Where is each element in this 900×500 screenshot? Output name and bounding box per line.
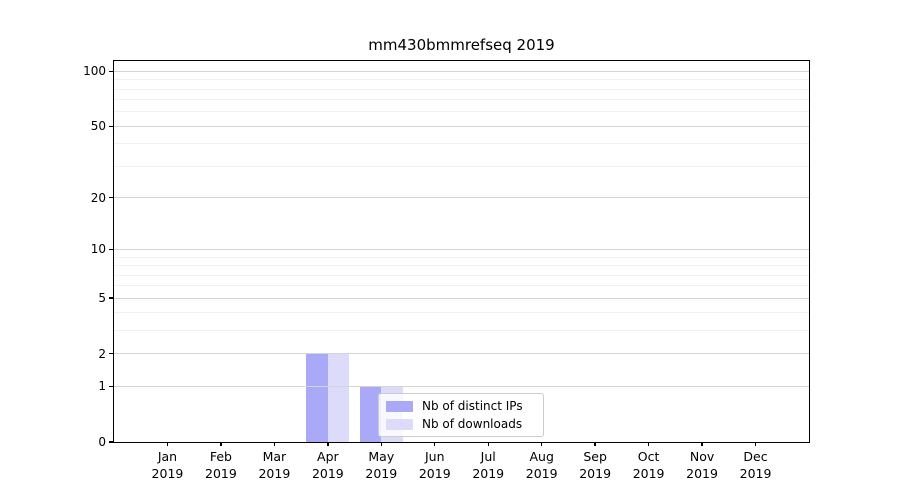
legend-label-distinct-ips: Nb of distinct IPs [422,399,523,413]
x-axis-tick-label: Dec 2019 [739,449,772,481]
x-axis-tick [273,442,276,446]
y-axis-tick [109,196,113,199]
x-axis-tick-label: May 2019 [365,449,398,481]
gridline-minor [114,99,809,101]
x-axis-tick [434,442,436,446]
gridline-major [114,248,809,250]
legend-swatch-distinct-ips [386,400,413,412]
gridline-minor [114,88,809,90]
y-axis-tick [109,441,113,443]
x-axis-tick [647,442,650,446]
gridline-minor [114,256,809,258]
y-axis-tick-label: 2 [98,346,106,361]
gridline-minor [114,265,809,267]
y-axis-tick-label: 1 [98,379,106,394]
gridline-major [114,385,809,387]
legend-swatch-downloads [386,418,413,430]
legend-label-downloads: Nb of downloads [422,417,523,431]
gridline-major [114,353,809,355]
gridline-minor [114,274,809,276]
x-axis-tick [220,442,222,446]
x-axis-tick [380,442,382,446]
x-axis-tick-label: Sep 2019 [579,449,612,481]
chart-title: mm430bmmrefseq 2019 [368,36,555,54]
gridline-major [114,197,809,199]
x-axis-tick [701,442,703,446]
x-axis-tick [540,442,543,446]
bar-nb-of-distinct-ips-may [359,386,382,442]
gridline-minor [114,285,809,287]
x-axis-tick-label: Oct 2019 [632,449,665,481]
gridline-major [114,297,809,299]
y-axis-tick [109,297,113,299]
legend-item-distinct-ips: Nb of distinct IPs [386,399,536,414]
chart-legend: Nb of distinct IPs Nb of downloads [378,393,544,437]
y-axis-tick-label: 10 [90,242,106,257]
plot-area: Nb of distinct IPs Nb of downloads 0 1 2 5 1… [83,60,810,481]
gridline-major [114,125,809,127]
y-axis-tick [109,385,113,388]
y-axis-tick-label: 5 [98,291,106,306]
gridline-minor [114,79,809,81]
y-axis-tick [109,125,113,127]
gridline-minor [114,143,809,145]
bar-nb-of-distinct-ips-apr [306,353,328,442]
gridline-minor [114,330,809,332]
x-axis-tick-label: Mar 2019 [258,449,291,481]
gridline-minor [114,111,809,113]
gridline-minor [114,312,809,314]
y-axis-tick-label: 20 [90,190,106,205]
gridline-major [114,70,809,72]
x-axis-tick-label: Feb 2019 [205,449,237,481]
x-axis-tick-label: Aug 2019 [525,449,558,481]
x-axis-tick-label: Apr 2019 [311,449,344,481]
x-axis-tick-label: Jun 2019 [418,449,451,481]
bar-nb-of-downloads-apr [327,353,350,442]
x-axis-tick [327,442,329,446]
x-axis-tick-label: Nov 2019 [686,449,718,481]
y-axis-tick [109,248,113,251]
x-axis-tick-label: Jan 2019 [151,449,184,481]
y-axis-tick-label: 100 [83,64,106,79]
y-axis-tick [109,353,113,355]
y-axis-tick-label: 0 [98,435,106,449]
x-axis-tick [754,442,757,446]
x-axis-tick [166,442,169,446]
y-axis-tick [109,70,113,73]
x-axis-tick-label: Jul 2019 [472,449,505,481]
y-axis-tick-label: 50 [90,119,106,134]
legend-item-downloads: Nb of downloads [386,417,536,432]
x-axis-tick [594,442,596,446]
gridline-minor [114,165,809,167]
x-axis-tick [487,442,489,446]
